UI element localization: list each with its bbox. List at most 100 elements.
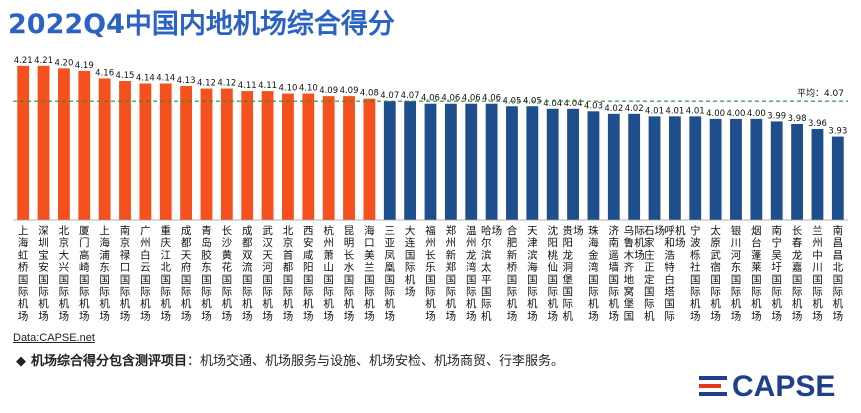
bar [241, 91, 254, 220]
bar [119, 80, 131, 220]
bullet-icon: ◆ [16, 354, 26, 369]
data-label: 4.02 [625, 104, 644, 114]
data-label: 4.03 [584, 101, 603, 111]
bar [220, 88, 233, 220]
bar [343, 96, 355, 220]
bar [383, 101, 396, 220]
category-label: 宁波栎社国际机场 [690, 224, 701, 322]
data-label: 4.21 [14, 56, 33, 66]
data-label: 4.16 [95, 68, 114, 78]
category-label: 长沙黄花国际机场 [222, 225, 233, 322]
bar [261, 91, 274, 220]
data-label: 4.06 [421, 94, 440, 104]
capse-logo: CAPSE [697, 370, 847, 404]
average-label: 平均：4.07 [797, 87, 844, 99]
data-label: 4.11 [238, 81, 257, 91]
data-label: 4.12 [217, 79, 236, 89]
category-label: 成都双流国际机场 [242, 225, 253, 322]
bar [668, 116, 681, 220]
category-label: 昆明长水国际机场 [344, 225, 355, 322]
category-label: 呼和浩特白塔国际机场 [664, 224, 686, 322]
bar [58, 68, 70, 220]
category-label: 上海浦东国际机场 [99, 225, 110, 322]
data-label: 4.00 [747, 109, 766, 119]
bar [811, 129, 824, 220]
bar [404, 101, 417, 220]
bar [750, 118, 763, 220]
data-label: 4.11 [258, 81, 277, 91]
data-label: 4.06 [441, 94, 460, 104]
data-label: 4.07 [401, 91, 420, 101]
bar [322, 96, 335, 220]
bar [282, 93, 294, 220]
category-label: 南宁吴圩国际机场 [771, 224, 782, 322]
chart-title: 2022Q4中国内地机场综合得分 [8, 9, 395, 40]
data-label: 4.09 [319, 86, 338, 96]
bar [587, 111, 600, 220]
data-label: 3.99 [767, 111, 786, 121]
category-label: 青岛胶东国际机场 [201, 224, 212, 322]
bar [180, 86, 193, 220]
category-label: 北京大兴国际机场 [59, 225, 70, 322]
bar [546, 108, 559, 220]
category-label: 石家庄正定国际机场 [644, 224, 665, 322]
bar [526, 106, 539, 220]
bar [831, 136, 844, 220]
category-label: 武汉天河国际机场 [262, 224, 273, 322]
category-label: 西安咸阳国际机场 [303, 225, 314, 322]
category-label: 厦门高崎国际机场 [79, 225, 90, 322]
data-label: 4.12 [197, 79, 216, 89]
data-label: 4.01 [645, 106, 664, 116]
bar [628, 113, 641, 220]
category-label: 三亚凤凰国际机场 [385, 225, 396, 322]
category-label: 太原武宿国际机场 [710, 224, 721, 322]
data-label: 4.06 [462, 94, 481, 104]
bar [648, 116, 661, 220]
category-label: 广州白云国际机场 [140, 225, 151, 322]
bar [485, 103, 498, 220]
bar [159, 83, 172, 220]
category-label: 银川河东国际机场 [731, 224, 742, 322]
data-label: 4.00 [706, 109, 725, 119]
footnote: ◆ 机场综合得分包含测评项目：机场交通、机场服务与设施、机场安检、机场商贸、行李服… [16, 350, 564, 369]
category-label: 兰州中川国际机场 [812, 224, 823, 322]
data-source: Data:CAPSE.net [13, 332, 95, 344]
bar [506, 106, 518, 220]
bar [78, 70, 91, 220]
bar [139, 83, 152, 220]
footnote-text: ：机场交通、机场服务与设施、机场安检、机场商贸、行李服务。 [187, 354, 565, 369]
data-label: 4.07 [380, 91, 399, 101]
data-label: 4.01 [665, 106, 684, 116]
bar [465, 103, 478, 220]
category-label: 福州长乐国际机场 [425, 224, 436, 322]
category-label: 南昌昌北国际机场 [833, 224, 844, 322]
data-label: 4.08 [360, 89, 379, 99]
category-label: 郑州新郑国际机场 [446, 224, 457, 322]
data-label: 4.02 [604, 104, 623, 114]
category-label: 上海虹桥国际机场 [18, 225, 29, 322]
category-label: 合肥新桥国际机场 [507, 224, 518, 322]
data-label: 4.19 [75, 61, 94, 71]
data-label: 3.96 [808, 119, 827, 129]
bar [302, 93, 315, 220]
category-label: 济南遥墙国际机场 [609, 224, 620, 322]
bar [200, 88, 213, 220]
data-label: 4.10 [278, 84, 297, 94]
data-label: 4.21 [34, 56, 53, 66]
bar [607, 113, 620, 220]
category-label: 海口美兰国际机场 [364, 224, 375, 322]
bar [424, 103, 437, 220]
data-label: 4.01 [686, 106, 705, 116]
bar [363, 98, 376, 220]
category-label: 南京禄口国际机场 [120, 224, 131, 322]
bar [770, 121, 783, 220]
category-label: 哈尔滨太平国际机场 [481, 224, 502, 322]
bar-chart: 4.21 4.21 4.20 4.194.16 4.15 4.14 4.14 4.13 4.12… [13, 56, 848, 322]
bar [37, 65, 50, 220]
data-label: 4.10 [299, 84, 318, 94]
data-label: 4.15 [116, 71, 135, 81]
logo-text: CAPSE [732, 370, 836, 403]
category-label: 成都天府国际机场 [181, 225, 192, 322]
bar [567, 108, 579, 220]
data-label: 4.06 [482, 94, 501, 104]
